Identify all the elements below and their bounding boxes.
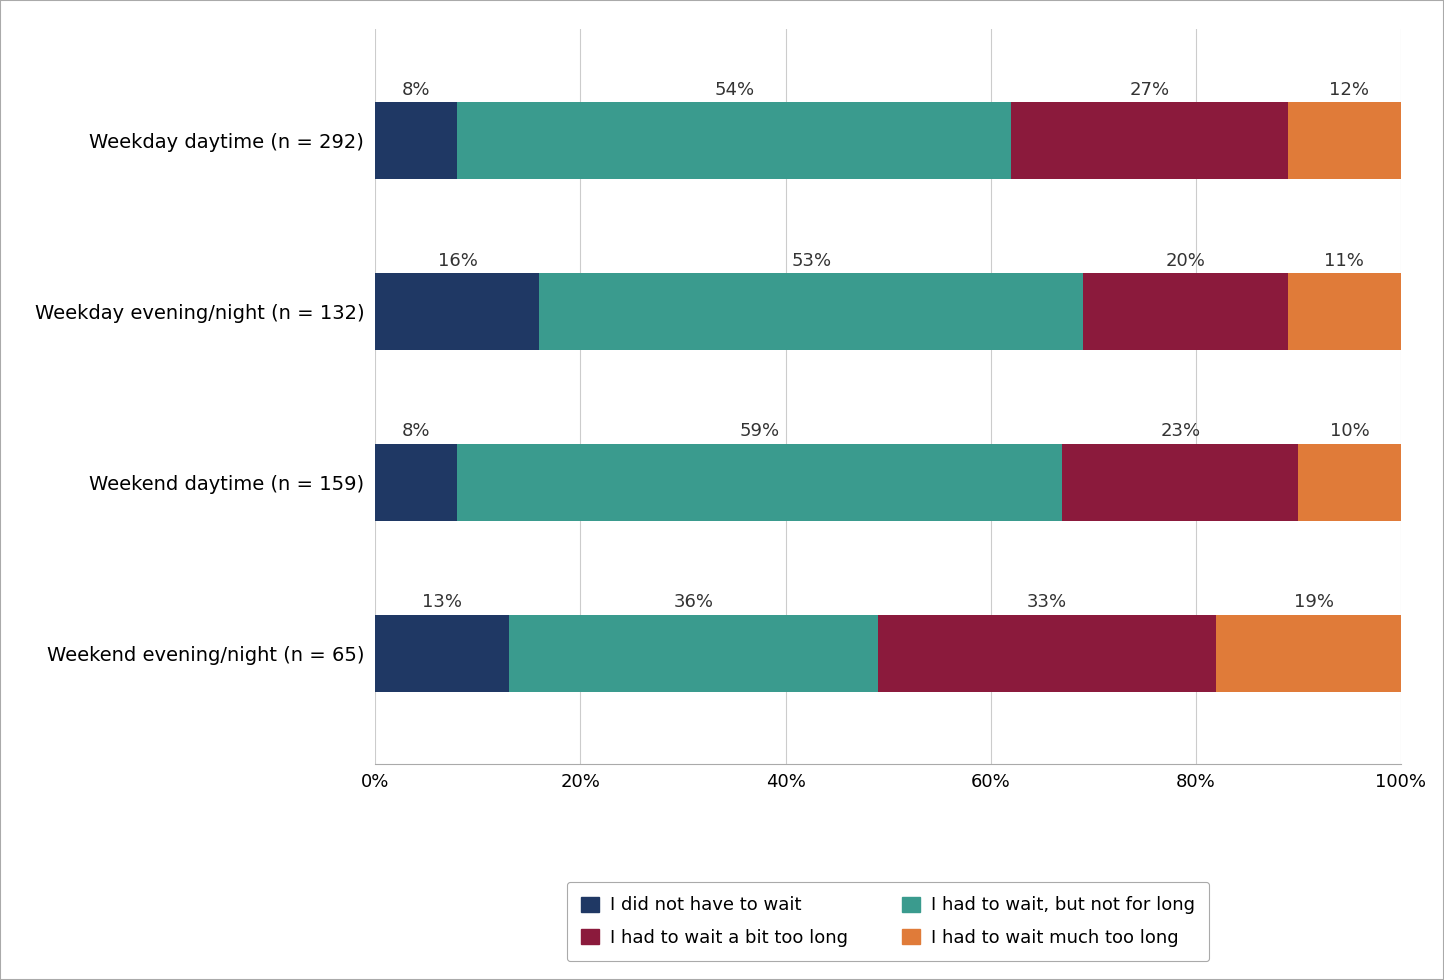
Text: 8%: 8%	[403, 80, 430, 99]
Text: 36%: 36%	[673, 594, 713, 612]
Text: 53%: 53%	[791, 252, 832, 270]
Text: 59%: 59%	[739, 422, 780, 440]
Text: 33%: 33%	[1027, 594, 1067, 612]
Bar	[1083, 273, 1288, 350]
Text: 13%: 13%	[422, 594, 462, 612]
Text: 12%: 12%	[1330, 80, 1369, 99]
Bar	[1288, 102, 1411, 179]
Bar	[1288, 273, 1401, 350]
Text: 54%: 54%	[715, 80, 754, 99]
Text: 19%: 19%	[1294, 594, 1334, 612]
Bar	[375, 273, 540, 350]
Text: 8%: 8%	[403, 422, 430, 440]
Bar	[1063, 444, 1298, 520]
Text: 20%: 20%	[1165, 252, 1206, 270]
Bar	[458, 444, 1063, 520]
Text: 10%: 10%	[1330, 422, 1369, 440]
Bar	[1298, 444, 1401, 520]
Bar	[375, 102, 458, 179]
Bar	[458, 102, 1011, 179]
Bar	[1216, 614, 1411, 692]
Bar	[375, 444, 458, 520]
Bar	[508, 614, 878, 692]
Text: 23%: 23%	[1160, 422, 1200, 440]
Bar	[878, 614, 1216, 692]
Bar	[1011, 102, 1288, 179]
Text: 11%: 11%	[1324, 252, 1365, 270]
Bar	[540, 273, 1083, 350]
Legend: I did not have to wait, I had to wait a bit too long, I had to wait, but not for: I did not have to wait, I had to wait a …	[566, 882, 1210, 961]
Text: 27%: 27%	[1129, 80, 1170, 99]
Bar	[375, 614, 508, 692]
Text: 16%: 16%	[438, 252, 478, 270]
